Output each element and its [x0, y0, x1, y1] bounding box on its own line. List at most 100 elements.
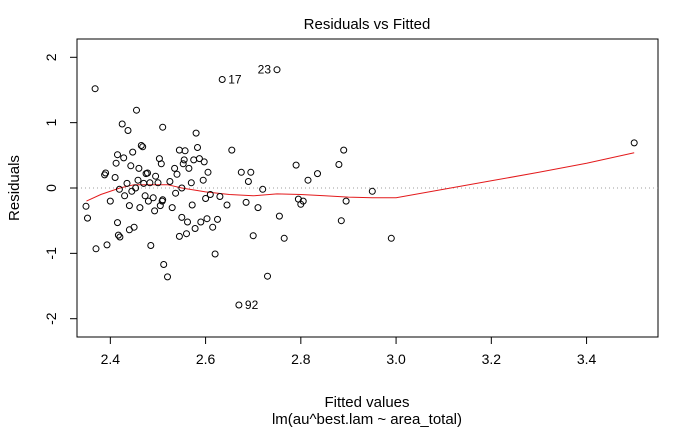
data-point — [192, 129, 200, 137]
data-point — [175, 146, 183, 154]
data-point — [244, 178, 252, 185]
x-tick-label: 3.0 — [386, 351, 406, 367]
data-point — [337, 217, 345, 225]
data-point — [135, 164, 143, 172]
data-point — [136, 204, 144, 212]
data-point — [228, 146, 236, 154]
data-point — [123, 179, 131, 187]
data-point — [223, 201, 231, 209]
data-point — [146, 179, 154, 187]
data-point — [187, 179, 195, 187]
data-point — [141, 192, 149, 200]
data-point — [211, 250, 219, 258]
data-point — [335, 161, 343, 168]
data-point — [128, 187, 136, 195]
data-point — [249, 232, 257, 240]
points-group — [82, 66, 638, 309]
data-point — [140, 179, 148, 187]
data-point — [134, 176, 142, 184]
data-point — [156, 202, 164, 210]
x-axis-label: Fitted values — [324, 394, 409, 411]
data-point — [144, 197, 152, 205]
data-point — [133, 106, 140, 114]
data-point — [115, 185, 123, 193]
data-point — [254, 204, 262, 212]
data-point — [114, 231, 122, 239]
data-point — [275, 212, 283, 220]
x-tick-label: 3.4 — [577, 351, 597, 367]
data-point — [190, 156, 198, 164]
data-point — [114, 151, 121, 159]
data-point — [273, 66, 281, 74]
data-point — [91, 85, 99, 93]
data-point — [216, 193, 224, 200]
x-tick-label: 3.2 — [482, 351, 502, 367]
data-point — [164, 273, 171, 281]
data-point — [102, 169, 110, 177]
data-point — [214, 215, 221, 223]
data-point — [151, 207, 159, 215]
data-point — [299, 197, 307, 205]
data-point — [157, 160, 165, 168]
y-axis-label: Residuals — [6, 155, 23, 221]
data-point — [137, 142, 145, 149]
data-point — [173, 170, 181, 178]
data-point — [159, 196, 167, 204]
data-point — [202, 195, 210, 202]
point-label: 23 — [258, 63, 272, 77]
x-tick-label: 2.4 — [101, 351, 121, 367]
data-point — [120, 154, 128, 162]
data-point — [147, 242, 155, 249]
data-point — [175, 232, 183, 240]
data-point — [197, 218, 205, 226]
data-point — [199, 176, 207, 184]
data-point — [114, 219, 121, 227]
data-point — [82, 202, 90, 210]
data-point — [111, 174, 119, 181]
data-point — [129, 148, 137, 156]
data-point — [171, 164, 179, 172]
data-point — [168, 204, 176, 212]
data-point — [178, 184, 186, 192]
data-point — [149, 194, 157, 202]
data-point — [237, 168, 245, 176]
data-point — [387, 234, 395, 242]
data-point — [118, 120, 126, 128]
data-point — [160, 261, 168, 268]
data-point — [106, 197, 114, 205]
y-axis: -2 -1 0 1 2 — [43, 53, 78, 325]
data-point — [209, 223, 217, 231]
chart-title: Residuals vs Fitted — [304, 16, 431, 33]
data-point — [191, 225, 199, 232]
data-point — [630, 139, 638, 147]
data-point — [166, 178, 174, 185]
data-point — [183, 230, 190, 238]
data-point — [179, 160, 187, 168]
data-point — [185, 164, 193, 172]
data-point — [368, 187, 376, 195]
data-point — [188, 201, 196, 209]
data-point — [342, 197, 350, 205]
data-point — [152, 172, 160, 180]
data-point — [340, 146, 348, 154]
plot-frame — [76, 38, 659, 338]
point-label: 92 — [245, 298, 259, 312]
data-point — [139, 143, 147, 151]
data-point — [127, 162, 135, 170]
data-point — [178, 213, 186, 221]
data-point — [103, 241, 111, 249]
y-tick-label: 0 — [43, 184, 59, 192]
data-point — [314, 170, 321, 178]
data-point — [204, 168, 212, 176]
data-point — [144, 169, 151, 177]
data-point — [200, 158, 208, 166]
point-labels-group: 23 17 92 — [228, 63, 271, 312]
data-point — [259, 185, 267, 193]
data-point — [125, 202, 133, 210]
data-point — [154, 179, 162, 187]
y-tick-label: 1 — [43, 119, 59, 127]
data-point — [264, 272, 271, 280]
data-point — [184, 218, 191, 226]
data-point — [159, 123, 167, 131]
